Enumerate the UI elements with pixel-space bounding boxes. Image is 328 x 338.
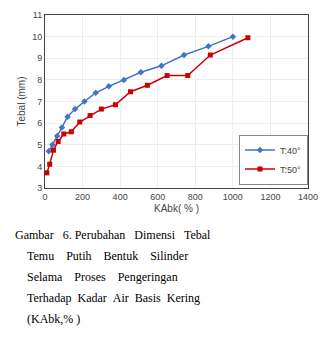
svg-text:1200: 1200 — [260, 192, 280, 202]
svg-text:600: 600 — [150, 192, 165, 202]
svg-text:Tebal (mm): Tebal (mm) — [16, 76, 27, 126]
svg-text:11: 11 — [33, 10, 42, 20]
svg-text:3: 3 — [37, 183, 42, 193]
svg-text:Gambar 6. Perubahan Dimens: Gambar 6. Perubahan Dimensi Tebal — [15, 228, 211, 242]
svg-text:200: 200 — [75, 192, 90, 202]
svg-text:4: 4 — [37, 162, 42, 172]
svg-text:9: 9 — [37, 53, 42, 63]
svg-text:T:40°: T:40° — [280, 146, 301, 156]
svg-text:1000: 1000 — [223, 192, 243, 202]
svg-text:Temu Putih Bentuk Sil: Temu Putih Bentuk Silinder — [15, 249, 188, 263]
svg-text:5: 5 — [37, 140, 42, 150]
svg-text:10: 10 — [32, 32, 42, 42]
svg-text:6: 6 — [37, 118, 42, 128]
svg-text:800: 800 — [188, 192, 203, 202]
svg-text:0: 0 — [42, 192, 47, 202]
svg-text:KAbk( % ): KAbk( % ) — [154, 203, 199, 214]
svg-text:(KAbk,% ): (KAbk,% ) — [15, 312, 80, 326]
svg-text:7: 7 — [37, 97, 42, 107]
svg-text:400: 400 — [113, 192, 128, 202]
svg-text:Terhadap Kadar Air Basis K: Terhadap Kadar Air Basis Kering — [15, 291, 200, 305]
svg-text:T:50°: T:50° — [280, 165, 301, 175]
svg-text:Selama Proses Pengeringa: Selama Proses Pengeringan — [15, 270, 178, 284]
svg-text:1400: 1400 — [298, 192, 318, 202]
svg-text:8: 8 — [37, 75, 42, 85]
